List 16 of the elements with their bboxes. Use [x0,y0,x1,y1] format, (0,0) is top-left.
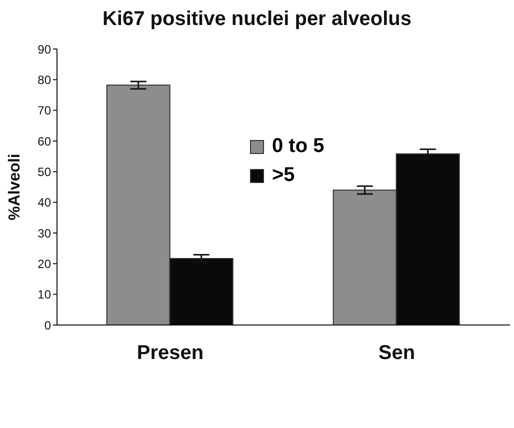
y-tick-label: 0 [44,318,52,332]
legend-label: 0 to 5 [272,135,324,158]
y-tick-label: 90 [38,42,52,56]
y-tick-label: 40 [38,196,52,210]
y-tick-label: 10 [38,288,52,302]
y-tick-label: 80 [38,72,52,87]
y-tick-label: 50 [38,164,52,179]
y-tick-label: 60 [38,134,52,148]
legend-label: >5 [272,164,295,187]
y-tick-label: 30 [38,226,52,240]
y-tick-label: 70 [38,104,52,118]
chart-title: Ki67 positive nuclei per alveolus [101,8,412,31]
y-axis-title: %Alveoli [6,154,24,220]
x-tick-label: Sen [378,342,416,364]
y-tick-label: 20 [38,256,52,271]
x-tick-label: Presen [136,342,204,364]
